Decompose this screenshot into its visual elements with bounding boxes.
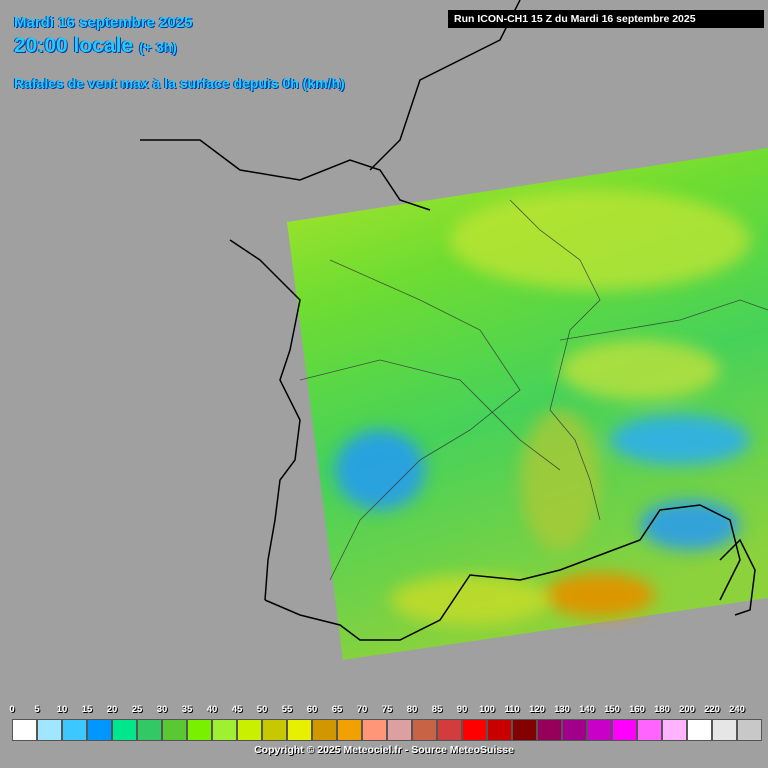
date: Mardi 16 septembre 2025 — [14, 14, 193, 31]
legend-label: 60 — [306, 704, 318, 715]
legend-swatch — [412, 719, 437, 741]
legend-label: 40 — [206, 704, 218, 715]
legend-label: 45 — [231, 704, 243, 715]
legend-label: 70 — [356, 704, 368, 715]
legend-label: 200 — [679, 704, 695, 715]
time: 20:00 locale (+ 3h) — [14, 34, 177, 58]
legend-swatch — [562, 719, 587, 741]
legend-label: 220 — [704, 704, 720, 715]
legend-swatch — [537, 719, 562, 741]
legend-swatch — [387, 719, 412, 741]
legend-label: 15 — [81, 704, 93, 715]
legend-label: 130 — [554, 704, 570, 715]
legend-swatch — [287, 719, 312, 741]
legend-label: 85 — [431, 704, 443, 715]
legend-label: 180 — [654, 704, 670, 715]
legend-label: 50 — [256, 704, 268, 715]
legend-swatch — [637, 719, 662, 741]
legend-swatch — [737, 719, 762, 741]
legend-label: 55 — [281, 704, 293, 715]
legend-label: 0 — [9, 704, 15, 715]
coastlines — [140, 0, 756, 641]
legend-swatch — [612, 719, 637, 741]
legend-swatch — [312, 719, 337, 741]
legend-swatch — [212, 719, 237, 741]
legend-swatch — [662, 719, 687, 741]
legend-label: 30 — [156, 704, 168, 715]
legend-swatch — [62, 719, 87, 741]
copyright: Copyright © 2025 Meteociel.fr - Source M… — [254, 744, 514, 756]
legend-swatch — [112, 719, 137, 741]
legend-label: 65 — [331, 704, 343, 715]
legend: 0 5 10 15 20 25 30 35 40 45 50 55 60 65 70 75 80 85 90 100 1… — [9, 704, 762, 742]
borders — [299, 199, 768, 581]
legend-swatch — [87, 719, 112, 741]
legend-swatch — [362, 719, 387, 741]
local-time: 20:00 locale — [14, 34, 134, 57]
time-offset: (+ 3h) — [139, 39, 177, 55]
legend-swatch — [687, 719, 712, 741]
legend-swatch — [337, 719, 362, 741]
legend-label: 160 — [629, 704, 645, 715]
legend-swatch — [37, 719, 62, 741]
legend-label: 100 — [479, 704, 495, 715]
legend-swatch — [512, 719, 537, 741]
legend-label: 75 — [381, 704, 393, 715]
legend-swatch — [587, 719, 612, 741]
map — [140, 0, 768, 660]
legend-swatch — [262, 719, 287, 741]
legend-swatch — [487, 719, 512, 741]
legend-label: 5 — [34, 704, 40, 715]
run-label: Run ICON-CH1 15 Z du Mardi 16 septembre … — [448, 10, 764, 28]
legend-swatch — [187, 719, 212, 741]
legend-label: 120 — [529, 704, 545, 715]
parameter: Rafales de vent max à la surface depuis … — [14, 75, 345, 91]
legend-label: 80 — [406, 704, 418, 715]
legend-label: 150 — [604, 704, 620, 715]
legend-swatch — [237, 719, 262, 741]
legend-label: 10 — [56, 704, 68, 715]
legend-label: 110 — [504, 704, 520, 715]
legend-swatch — [137, 719, 162, 741]
legend-label: 25 — [131, 704, 143, 715]
legend-label: 90 — [456, 704, 468, 715]
legend-swatch — [12, 719, 37, 741]
legend-swatch — [462, 719, 487, 741]
legend-label: 20 — [106, 704, 118, 715]
legend-swatch — [162, 719, 187, 741]
legend-label: 140 — [579, 704, 595, 715]
legend-swatch — [437, 719, 462, 741]
legend-label: 240 — [729, 704, 745, 715]
legend-label: 35 — [181, 704, 193, 715]
legend-swatch — [712, 719, 737, 741]
